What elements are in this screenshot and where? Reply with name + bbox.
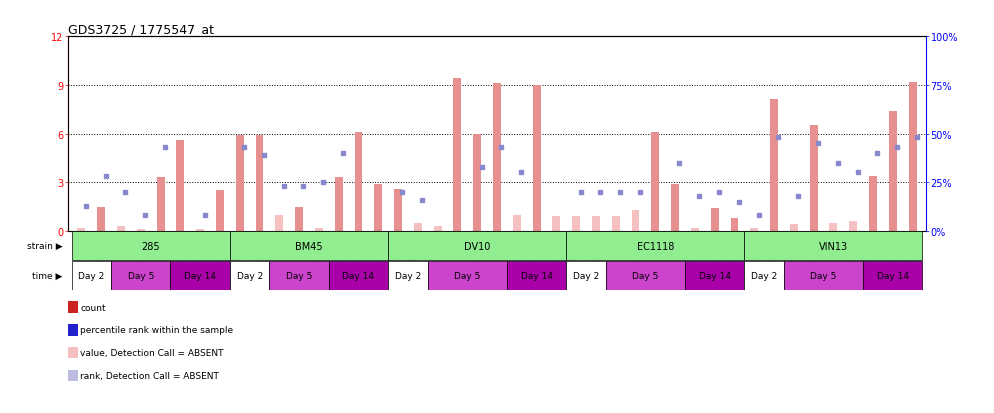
Text: Day 2: Day 2 xyxy=(395,271,421,280)
Bar xyxy=(711,209,719,231)
Text: 285: 285 xyxy=(141,241,160,251)
Bar xyxy=(72,232,230,261)
Bar xyxy=(869,176,877,231)
Bar xyxy=(355,133,363,231)
Bar xyxy=(790,225,798,231)
Bar xyxy=(315,228,323,231)
Bar xyxy=(137,230,145,231)
Bar xyxy=(275,215,283,231)
Bar xyxy=(157,178,165,231)
Bar xyxy=(691,228,699,231)
Bar xyxy=(427,261,507,290)
Text: rank, Detection Call = ABSENT: rank, Detection Call = ABSENT xyxy=(81,371,219,380)
Bar xyxy=(770,100,778,231)
Bar xyxy=(473,134,481,231)
Bar xyxy=(78,228,85,231)
Bar xyxy=(375,184,383,231)
Text: DV10: DV10 xyxy=(464,241,490,251)
Bar xyxy=(97,207,105,231)
Bar xyxy=(414,223,421,231)
Bar xyxy=(849,221,857,231)
Bar xyxy=(433,226,441,231)
Bar xyxy=(605,261,685,290)
Text: Day 2: Day 2 xyxy=(237,271,262,280)
Text: Day 5: Day 5 xyxy=(810,271,837,280)
Bar xyxy=(592,217,600,231)
Text: Day 5: Day 5 xyxy=(127,271,154,280)
Text: GDS3725 / 1775547_at: GDS3725 / 1775547_at xyxy=(68,23,214,36)
Text: Day 14: Day 14 xyxy=(343,271,375,280)
Bar xyxy=(731,218,739,231)
Text: Day 14: Day 14 xyxy=(699,271,731,280)
Text: Day 5: Day 5 xyxy=(454,271,480,280)
Bar xyxy=(453,79,461,231)
Text: count: count xyxy=(81,303,105,312)
Text: time ▶: time ▶ xyxy=(32,271,63,280)
Text: Day 14: Day 14 xyxy=(521,271,553,280)
Bar xyxy=(671,184,679,231)
Bar xyxy=(631,210,639,231)
Bar xyxy=(236,136,244,231)
Bar xyxy=(295,207,303,231)
Bar xyxy=(567,232,745,261)
Text: Day 14: Day 14 xyxy=(877,271,909,280)
Bar xyxy=(750,228,758,231)
Bar xyxy=(389,232,567,261)
Bar xyxy=(230,232,389,261)
Text: strain ▶: strain ▶ xyxy=(27,242,63,251)
Bar xyxy=(255,136,263,231)
Text: Day 2: Day 2 xyxy=(751,271,777,280)
Bar xyxy=(176,141,184,231)
Bar xyxy=(889,112,897,231)
Bar xyxy=(507,261,567,290)
Bar xyxy=(335,178,343,231)
Bar xyxy=(389,261,427,290)
Bar xyxy=(394,189,402,231)
Bar xyxy=(829,223,837,231)
Bar xyxy=(553,217,561,231)
Bar xyxy=(513,215,521,231)
Bar xyxy=(111,261,171,290)
Bar xyxy=(117,226,125,231)
Text: Day 2: Day 2 xyxy=(573,271,599,280)
Text: Day 5: Day 5 xyxy=(286,271,312,280)
Bar xyxy=(269,261,329,290)
Bar xyxy=(533,86,541,231)
Text: BM45: BM45 xyxy=(295,241,323,251)
Bar xyxy=(810,126,818,231)
Bar xyxy=(651,133,659,231)
Bar xyxy=(573,217,580,231)
Text: value, Detection Call = ABSENT: value, Detection Call = ABSENT xyxy=(81,348,224,357)
Bar xyxy=(863,261,922,290)
Bar xyxy=(72,261,111,290)
Bar xyxy=(784,261,863,290)
Bar xyxy=(196,230,204,231)
Bar xyxy=(745,261,784,290)
Bar xyxy=(216,191,224,231)
Bar xyxy=(329,261,389,290)
Bar xyxy=(745,232,922,261)
Text: VIN13: VIN13 xyxy=(819,241,848,251)
Text: percentile rank within the sample: percentile rank within the sample xyxy=(81,325,234,335)
Bar xyxy=(230,261,269,290)
Bar xyxy=(611,217,619,231)
Bar xyxy=(567,261,605,290)
Bar xyxy=(909,83,916,231)
Text: Day 5: Day 5 xyxy=(632,271,659,280)
Bar xyxy=(685,261,745,290)
Bar xyxy=(171,261,230,290)
Text: Day 14: Day 14 xyxy=(184,271,216,280)
Bar xyxy=(493,84,501,231)
Text: Day 2: Day 2 xyxy=(79,271,104,280)
Text: EC1118: EC1118 xyxy=(636,241,674,251)
